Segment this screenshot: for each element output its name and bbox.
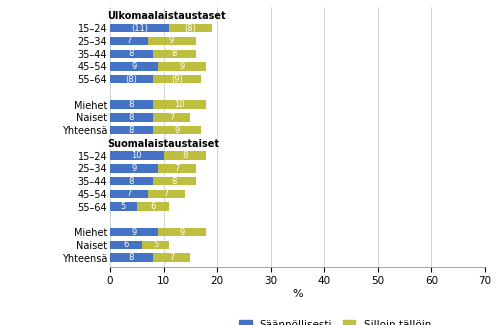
Bar xyxy=(110,49,153,58)
Text: 8: 8 xyxy=(128,126,134,135)
Bar xyxy=(110,37,148,45)
Bar xyxy=(142,241,169,249)
Text: 9: 9 xyxy=(132,62,136,71)
Bar xyxy=(110,126,153,134)
Bar xyxy=(137,202,169,211)
Text: 5: 5 xyxy=(153,240,158,249)
Bar xyxy=(153,49,196,58)
Text: 8: 8 xyxy=(128,113,134,122)
Text: 9: 9 xyxy=(180,62,185,71)
Text: 9: 9 xyxy=(132,227,136,237)
Bar xyxy=(153,113,190,122)
Text: 7: 7 xyxy=(174,164,180,173)
Text: 7: 7 xyxy=(164,189,169,198)
Text: 8: 8 xyxy=(128,49,134,58)
Legend: Säännöllisesti, Silloin tällöin: Säännöllisesti, Silloin tällöin xyxy=(235,316,435,325)
Text: 10: 10 xyxy=(174,100,185,109)
Text: 6: 6 xyxy=(124,240,129,249)
Bar xyxy=(153,126,201,134)
Bar xyxy=(110,113,153,122)
Text: 7: 7 xyxy=(169,113,174,122)
Bar xyxy=(110,75,153,83)
Bar xyxy=(158,164,196,173)
Bar xyxy=(110,100,153,109)
Text: 8: 8 xyxy=(182,151,188,160)
Bar xyxy=(153,177,196,185)
Text: 8: 8 xyxy=(128,253,134,262)
Text: 8: 8 xyxy=(172,176,177,186)
Text: 10: 10 xyxy=(132,151,142,160)
Bar xyxy=(148,37,196,45)
Bar xyxy=(110,24,169,32)
Text: (11): (11) xyxy=(131,24,148,33)
Bar xyxy=(110,202,137,211)
Bar xyxy=(164,151,206,160)
Bar xyxy=(153,75,201,83)
Text: (8): (8) xyxy=(126,75,138,84)
X-axis label: %: % xyxy=(292,289,303,299)
Text: 9: 9 xyxy=(174,126,180,135)
Bar xyxy=(110,151,164,160)
Text: 8: 8 xyxy=(128,176,134,186)
Text: 8: 8 xyxy=(172,49,177,58)
Bar xyxy=(148,190,185,198)
Bar xyxy=(110,177,153,185)
Bar xyxy=(110,241,142,249)
Text: 9: 9 xyxy=(180,227,185,237)
Text: 6: 6 xyxy=(150,202,156,211)
Text: 9: 9 xyxy=(169,36,174,46)
Text: (9): (9) xyxy=(171,75,183,84)
Bar xyxy=(110,228,158,236)
Bar xyxy=(110,190,148,198)
Text: 5: 5 xyxy=(121,202,126,211)
Bar xyxy=(158,62,206,71)
Text: 7: 7 xyxy=(169,253,174,262)
Bar xyxy=(110,164,158,173)
Text: (8): (8) xyxy=(184,24,196,33)
Bar xyxy=(110,254,153,262)
Text: 7: 7 xyxy=(126,36,132,46)
Bar xyxy=(153,254,190,262)
Text: 9: 9 xyxy=(132,164,136,173)
Text: 7: 7 xyxy=(126,189,132,198)
Bar xyxy=(169,24,212,32)
Bar xyxy=(110,62,158,71)
Text: 8: 8 xyxy=(128,100,134,109)
Bar xyxy=(158,228,206,236)
Bar xyxy=(153,100,206,109)
